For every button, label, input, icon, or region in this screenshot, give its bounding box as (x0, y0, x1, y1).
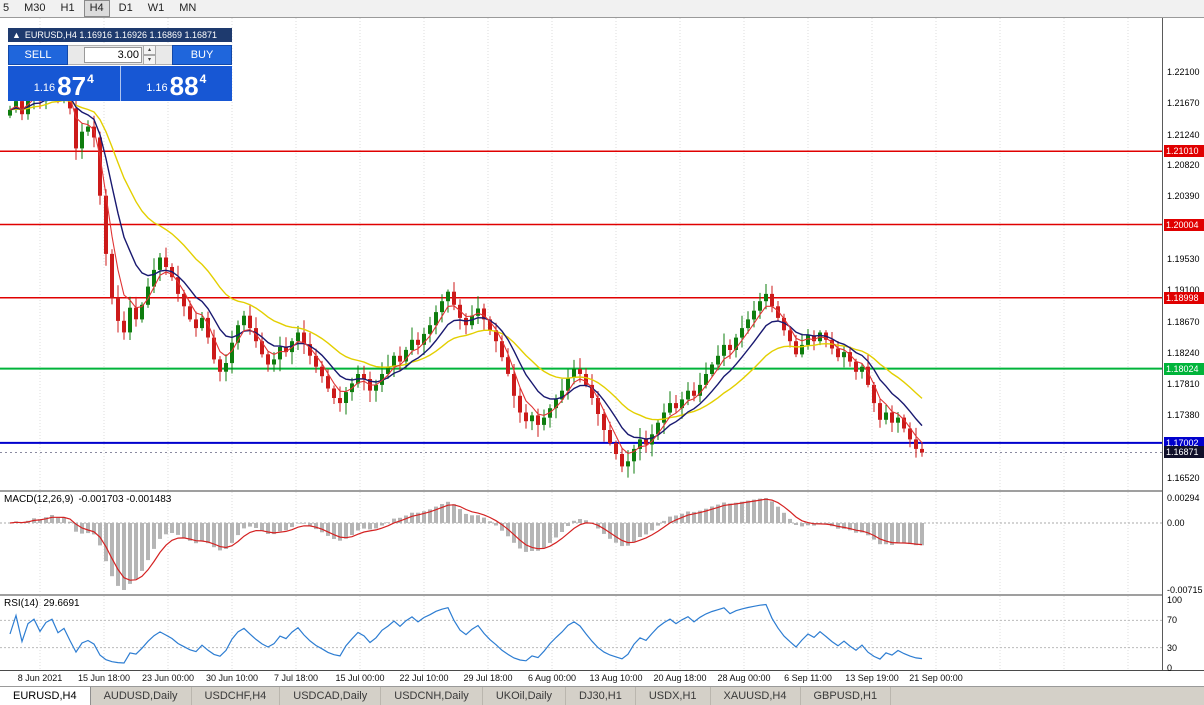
macd-axis-value: 0.00294 (1167, 493, 1200, 503)
buy-price-big: 88 (169, 71, 199, 101)
rsi-axis-value: 100 (1167, 595, 1183, 605)
time-axis-label: 13 Sep 19:00 (845, 673, 899, 683)
chart-title: EURUSD,H4 1.16916 1.16926 1.16869 1.1687… (24, 30, 218, 40)
lot-increase-icon[interactable]: ▴ (143, 45, 156, 55)
time-axis-label: 15 Jul 00:00 (335, 673, 385, 683)
timeframe-button-h1[interactable]: H1 (60, 2, 75, 14)
time-axis[interactable]: 8 Jun 2021 15 Jun 18:00 23 Jun 00:00 30 Jun… (0, 670, 1204, 686)
collapse-icon[interactable]: ▲ (12, 30, 21, 40)
macd-label-row: MACD(12,26,9) -0.001703 -0.001483 (4, 494, 171, 505)
tab-eurusd-h4[interactable]: EURUSD,H4 (0, 687, 91, 705)
y-axis-tick: 1.20390 (1167, 191, 1200, 202)
y-axis-tick: 1.17810 (1167, 379, 1200, 390)
sell-price[interactable]: 1.16 87 4 (8, 66, 121, 101)
rsi-value: 29.6691 (43, 598, 80, 609)
tab-usdchf-h4[interactable]: USDCHF,H4 (192, 687, 281, 705)
macd-axis-value: 0.00 (1167, 518, 1185, 528)
tab-xauusd-h4[interactable]: XAUUSD,H4 (711, 687, 801, 705)
tab-usdcnh-daily[interactable]: USDCNH,Daily (381, 687, 483, 705)
y-axis-tick: 1.20820 (1167, 160, 1200, 171)
time-axis-label: 13 Aug 10:00 (589, 673, 643, 683)
buy-price-prefix: 1.16 (146, 82, 168, 94)
one-click-trading-panel: SELL ▴ ▾ BUY 1.16 87 4 1.16 88 4 (8, 45, 232, 101)
price-axis[interactable]: 1.221001.216701.212401.208201.203901.199… (1162, 18, 1204, 673)
bid-price-badge: 1.16871 (1164, 446, 1204, 459)
y-axis-tick: 1.22100 (1167, 67, 1200, 77)
timeframe-button-w1[interactable]: W1 (147, 2, 165, 14)
price-level-badge: 1.20004 (1164, 218, 1204, 231)
rsi-axis-value: 30 (1167, 642, 1178, 653)
price-level-badge: 1.18024 (1164, 362, 1204, 375)
time-axis-label: 7 Jul 18:00 (273, 673, 319, 683)
time-axis-label: 30 Jun 10:00 (205, 673, 259, 683)
buy-button[interactable]: BUY (172, 45, 232, 65)
macd-values: -0.001703 -0.001483 (78, 494, 172, 505)
lot-size-input[interactable] (84, 47, 142, 63)
tab-gbpusd-h1[interactable]: GBPUSD,H1 (801, 687, 892, 705)
lot-decrease-icon[interactable]: ▾ (143, 55, 156, 65)
rsi-chart-canvas[interactable] (0, 596, 1162, 670)
macd-chart-canvas[interactable] (0, 492, 1162, 594)
y-axis-tick: 1.18670 (1167, 316, 1200, 327)
time-axis-label: 20 Aug 18:00 (653, 673, 707, 683)
rsi-axis-value: 70 (1167, 615, 1178, 626)
rsi-label-row: RSI(14) 29.6691 (4, 598, 80, 609)
y-axis-tick: 1.19530 (1167, 253, 1200, 264)
y-axis-tick: 1.21240 (1167, 129, 1200, 140)
time-axis-label: 6 Sep 11:00 (784, 673, 832, 683)
price-level-badge: 1.21010 (1164, 145, 1204, 158)
panel-separator[interactable] (0, 490, 1204, 492)
tab-usdx-h1[interactable]: USDX,H1 (636, 687, 711, 705)
timeframe-button-mn[interactable]: MN (179, 2, 197, 14)
chart-tabs: EURUSD,H4 AUDUSD,Daily USDCHF,H4 USDCAD,Dai… (0, 686, 1204, 705)
time-axis-label: 6 Aug 00:00 (527, 673, 577, 683)
time-axis-label: 21 Sep 00:00 (909, 673, 963, 683)
time-axis-label: 29 Jul 18:00 (463, 673, 513, 683)
time-axis-label: 15 Jun 18:00 (77, 673, 131, 683)
y-axis-tick: 1.16520 (1167, 473, 1200, 483)
tab-usdcad-daily[interactable]: USDCAD,Daily (280, 687, 382, 705)
sell-button[interactable]: SELL (8, 45, 68, 65)
timeframe-button-d1[interactable]: D1 (118, 2, 133, 14)
y-axis-tick: 1.19100 (1167, 285, 1200, 296)
time-axis-label: 8 Jun 2021 (17, 673, 63, 683)
lot-size-box: ▴ ▾ (68, 45, 172, 65)
time-axis-label: 22 Jul 10:00 (399, 673, 449, 683)
price-level-badge: 1.18998 (1164, 291, 1204, 304)
y-axis-tick: 1.18240 (1167, 347, 1200, 358)
sell-price-sup: 4 (87, 72, 94, 86)
time-axis-label: 28 Aug 00:00 (717, 673, 771, 683)
panel-separator[interactable] (0, 594, 1204, 596)
tab-ukoil-daily[interactable]: UKOil,Daily (483, 687, 567, 705)
y-axis-tick: 1.17380 (1167, 410, 1200, 421)
price-level-badge: 1.17002 (1164, 436, 1204, 449)
sell-price-prefix: 1.16 (33, 82, 56, 94)
timeframe-button-m30[interactable]: M30 (24, 2, 46, 14)
tab-dj30-h1[interactable]: DJ30,H1 (566, 687, 636, 705)
buy-price-sup: 4 (199, 72, 207, 86)
time-axis-label: 23 Jun 00:00 (141, 673, 195, 683)
macd-label: MACD(12,26,9) (4, 494, 74, 505)
sell-price-big: 87 (57, 71, 87, 101)
rsi-label: RSI(14) (4, 598, 39, 609)
tab-audusd-daily[interactable]: AUDUSD,Daily (91, 687, 192, 705)
rsi-axis-value: 0 (1167, 663, 1173, 673)
y-axis-tick: 1.21670 (1167, 98, 1200, 109)
timeframe-toolbar: 5 M30 H1 H4 D1 W1 MN (0, 0, 1204, 18)
timeframe-button-5[interactable]: 5 (3, 2, 10, 14)
timeframe-button-h4[interactable]: H4 (83, 0, 110, 17)
buy-price[interactable]: 1.16 88 4 (121, 66, 233, 101)
macd-axis-value: -0.00715 (1167, 585, 1203, 595)
chart-title-bar[interactable]: ▲ EURUSD,H4 1.16916 1.16926 1.16869 1.16… (8, 28, 232, 42)
